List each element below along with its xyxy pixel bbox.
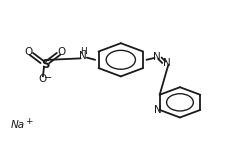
Text: O: O — [57, 47, 65, 57]
Text: N: N — [153, 52, 160, 62]
Text: O: O — [38, 74, 46, 84]
Text: +: + — [25, 117, 32, 126]
Text: S: S — [40, 58, 49, 71]
Text: O: O — [24, 47, 32, 57]
Text: N: N — [153, 105, 161, 115]
Text: H: H — [80, 47, 87, 56]
Text: Na: Na — [11, 120, 25, 130]
Text: −: − — [44, 73, 52, 83]
Text: N: N — [79, 51, 86, 61]
Text: N: N — [162, 58, 170, 68]
